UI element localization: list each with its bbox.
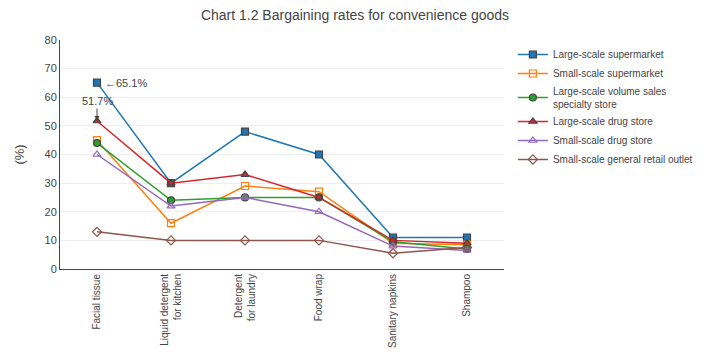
svg-text:Large-scale drug store: Large-scale drug store [553,116,653,127]
svg-text:(%): (%) [12,144,27,164]
svg-text:30: 30 [45,177,57,189]
svg-text:Large-scale supermarket: Large-scale supermarket [553,49,664,60]
svg-text:Sanitary napkins: Sanitary napkins [387,274,398,348]
svg-text:40: 40 [45,148,57,160]
svg-text:80: 80 [45,34,57,46]
svg-text:0: 0 [51,263,57,275]
svg-text:Liquid detergentfor kitchen: Liquid detergentfor kitchen [159,274,183,346]
svg-text:20: 20 [45,206,57,218]
svg-text:Small-scale drug store: Small-scale drug store [553,135,653,146]
svg-text:Small-scale supermarket: Small-scale supermarket [553,68,663,79]
svg-text:Facial tissue: Facial tissue [91,274,102,330]
svg-text:Detergentfor laundry: Detergentfor laundry [233,274,257,321]
svg-text:Small-scale general retail out: Small-scale general retail outlet [553,154,693,165]
svg-text:10: 10 [45,234,57,246]
svg-text:←65.1%: ←65.1% [105,77,147,89]
svg-text:Chart 1.2 Bargaining rates for: Chart 1.2 Bargaining rates for convenien… [201,7,509,23]
svg-text:60: 60 [45,91,57,103]
svg-text:70: 70 [45,62,57,74]
svg-text:Shampoo: Shampoo [461,274,472,317]
svg-text:Food wrap: Food wrap [313,274,324,322]
svg-text:Large-scale volume salesspecia: Large-scale volume salesspecialty store [553,86,666,110]
svg-text:50: 50 [45,120,57,132]
svg-text:51.7%: 51.7% [82,95,113,107]
